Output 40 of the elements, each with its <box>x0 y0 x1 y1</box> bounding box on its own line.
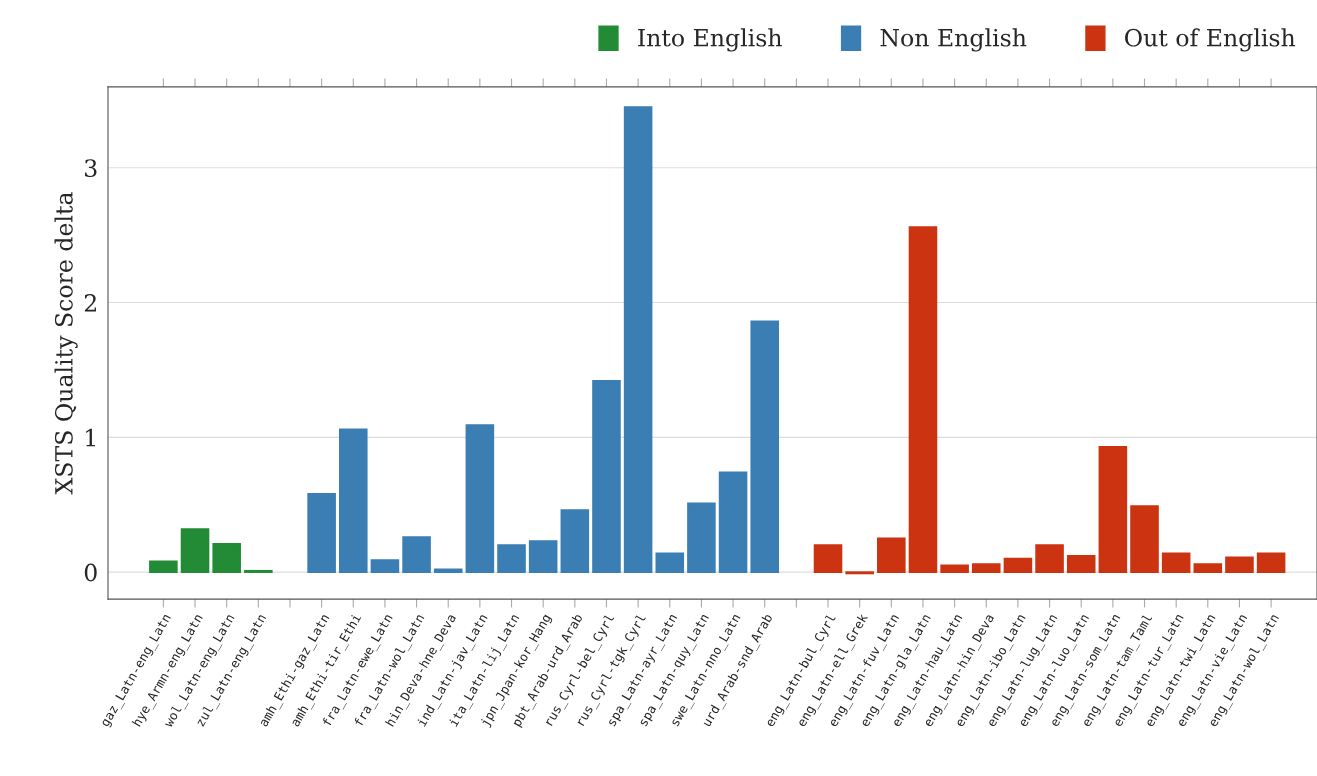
y-axis-title: XSTS Quality Score delta <box>54 192 78 495</box>
legend-label: Non English <box>880 28 1027 52</box>
bar <box>1130 505 1159 573</box>
bar <box>592 379 621 573</box>
bar <box>307 493 336 573</box>
bar <box>528 540 558 573</box>
bar <box>1066 555 1096 573</box>
bar <box>560 509 590 573</box>
bar <box>687 502 716 573</box>
bar <box>1161 552 1191 573</box>
bar <box>940 564 969 573</box>
bar <box>623 106 653 573</box>
bar <box>908 226 938 573</box>
legend-label: Out of English <box>1125 28 1296 52</box>
bar <box>813 544 843 573</box>
bar <box>433 568 463 573</box>
bar <box>1098 445 1128 573</box>
bar <box>1225 556 1254 573</box>
bar <box>1035 544 1064 573</box>
bar <box>877 537 906 573</box>
bar <box>1256 552 1286 573</box>
bar <box>718 471 748 573</box>
bar <box>497 544 526 573</box>
bar <box>1003 557 1033 573</box>
y-tick-label: 2 <box>84 294 96 312</box>
bar <box>212 542 241 573</box>
bar <box>971 563 1001 573</box>
legend-label: Into English <box>638 28 782 52</box>
bar <box>655 552 685 573</box>
bar <box>180 528 210 573</box>
bar <box>370 559 400 573</box>
bar <box>338 428 368 573</box>
y-tick-label: 0 <box>84 563 97 582</box>
bar <box>1193 563 1223 573</box>
y-tick-label: 3 <box>85 159 97 178</box>
bar <box>402 536 431 573</box>
y-tick-label: 1 <box>86 428 95 447</box>
bar <box>149 560 178 573</box>
bar <box>465 424 495 573</box>
bar <box>750 320 780 573</box>
